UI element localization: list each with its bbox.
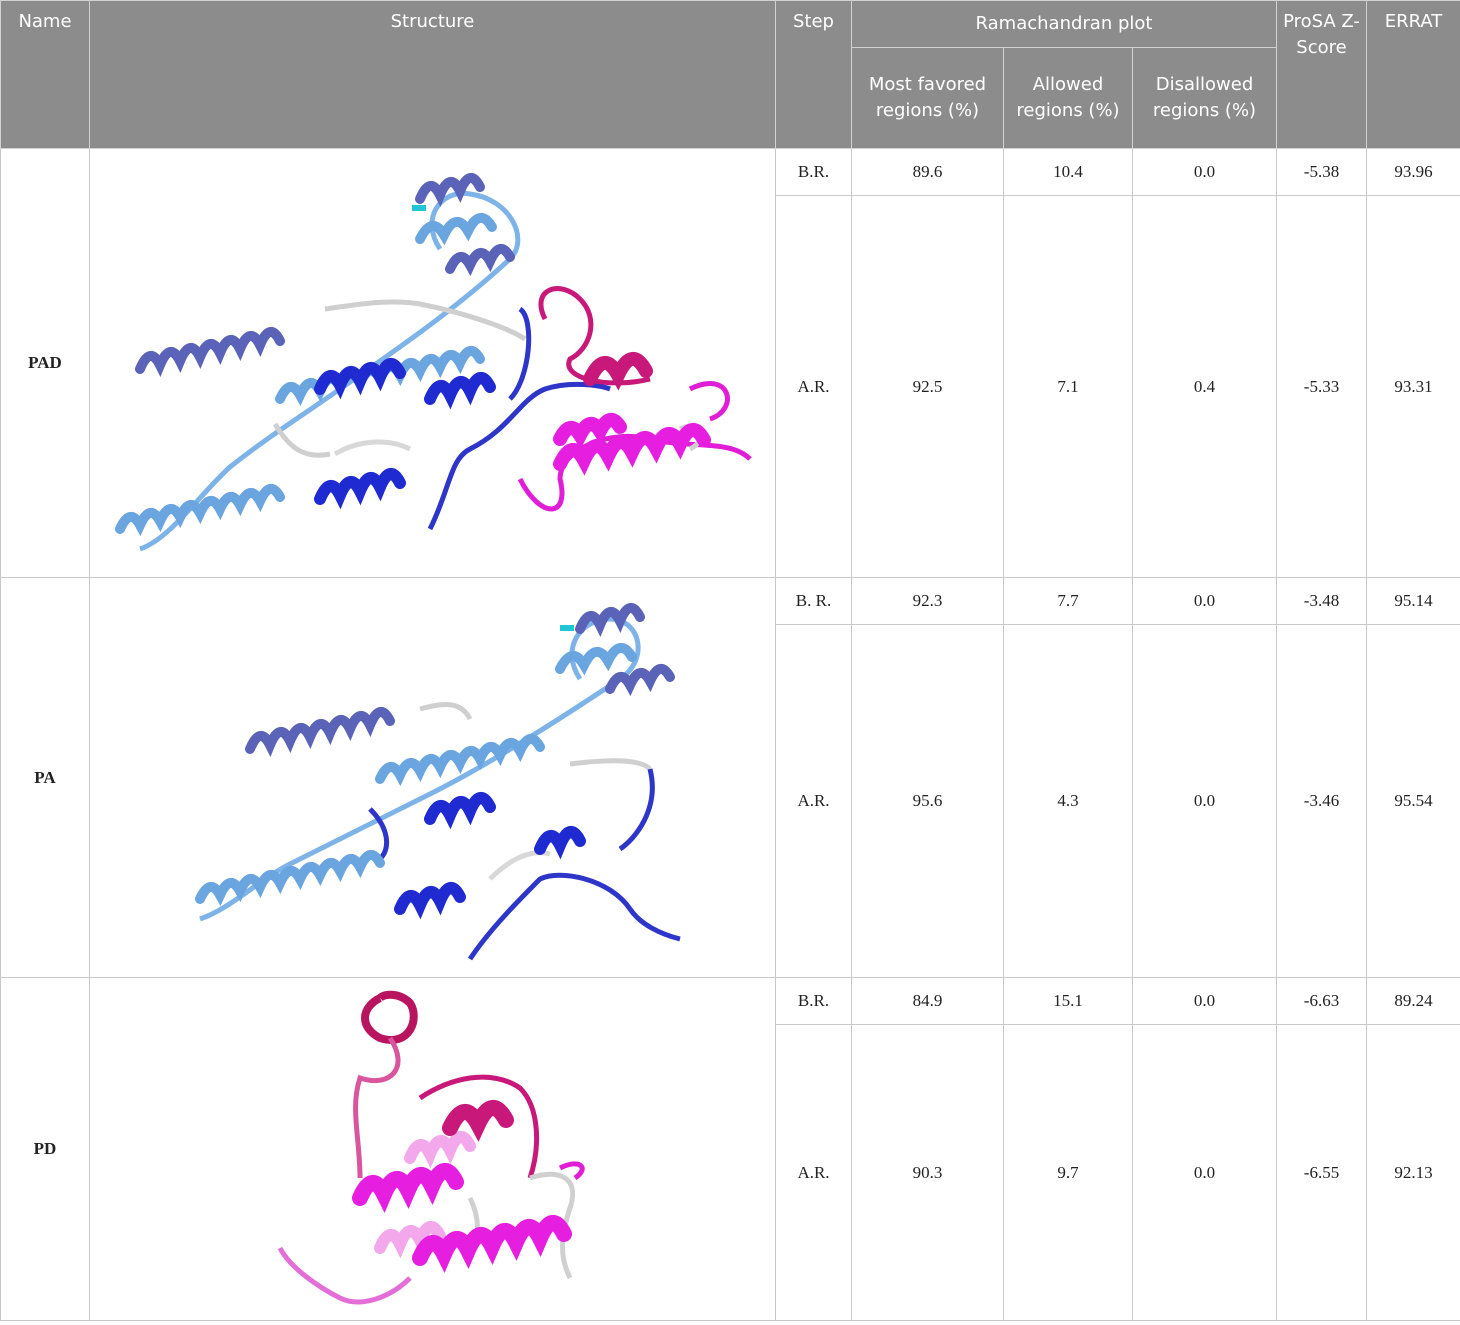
header-errat: ERRAT [1366,0,1460,149]
prosa-cell: -5.33 [1276,195,1367,578]
table-row: PD [0,977,1460,1321]
most-favored-cell: 90.3 [851,1024,1004,1321]
header-structure: Structure [89,0,776,149]
structure-cell [89,577,776,978]
protein-name: PD [0,977,90,1321]
errat-cell: 95.14 [1366,577,1460,625]
disallowed-cell: 0.0 [1132,1024,1277,1321]
allowed-cell: 9.7 [1003,1024,1133,1321]
step-cell: A.R. [775,195,852,578]
disallowed-cell: 0.0 [1132,577,1277,625]
prosa-cell: -5.38 [1276,147,1367,197]
allowed-cell: 7.1 [1003,195,1133,578]
step-cell: B. R. [775,577,852,625]
errat-cell: 93.96 [1366,147,1460,197]
allowed-cell: 15.1 [1003,977,1133,1025]
protein-ribbon-pa-icon [195,602,681,960]
table-row: A.R. 95.6 4.3 0.0 -3.46 95.54 [1,624,1460,978]
step-cell: A.R. [775,1024,852,1321]
most-favored-cell: 84.9 [851,977,1004,1025]
most-favored-cell: 92.5 [851,195,1004,578]
protein-name: PAD [0,148,90,578]
step-cell: B.R. [775,147,852,197]
most-favored-cell: 92.3 [851,577,1004,625]
table-row: PAD [0,147,1460,578]
most-favored-cell: 89.6 [851,147,1004,197]
header-most-favored: Most favored regions (%) [851,47,1004,149]
disallowed-cell: 0.0 [1132,147,1277,197]
protein-ribbon-pd-icon [277,990,585,1305]
table-row: A.R. 90.3 9.7 0.0 -6.55 92.13 [1,1024,1460,1321]
errat-cell: 92.13 [1366,1024,1460,1321]
errat-cell: 93.31 [1366,195,1460,578]
disallowed-cell: 0.0 [1132,977,1277,1025]
disallowed-cell: 0.0 [1132,624,1277,978]
header-disallowed: Disallowed regions (%) [1132,47,1277,149]
structure-cell [89,148,776,578]
prosa-cell: -6.55 [1276,1024,1367,1321]
allowed-cell: 7.7 [1003,577,1133,625]
prosa-cell: -3.46 [1276,624,1367,978]
header-prosa-z-score: ProSA Z-Score [1276,0,1367,149]
allowed-cell: 4.3 [1003,624,1133,978]
protein-ribbon-pad-icon [115,173,752,552]
most-favored-cell: 95.6 [851,624,1004,978]
prosa-cell: -6.63 [1276,977,1367,1025]
header-allowed: Allowed regions (%) [1003,47,1133,149]
step-cell: A.R. [775,624,852,978]
header-name: Name [0,0,90,149]
allowed-cell: 10.4 [1003,147,1133,197]
errat-cell: 95.54 [1366,624,1460,978]
header-ramachandran-plot: Ramachandran plot [851,0,1277,48]
prosa-cell: -3.48 [1276,577,1367,625]
table-row: A.R. 92.5 7.1 0.4 -5.33 93.31 [1,195,1460,578]
structure-cell [89,977,776,1321]
step-cell: B.R. [775,977,852,1025]
table-row: PA [0,577,1460,978]
disallowed-cell: 0.4 [1132,195,1277,578]
protein-name: PA [0,577,90,978]
errat-cell: 89.24 [1366,977,1460,1025]
header-step: Step [775,0,852,149]
